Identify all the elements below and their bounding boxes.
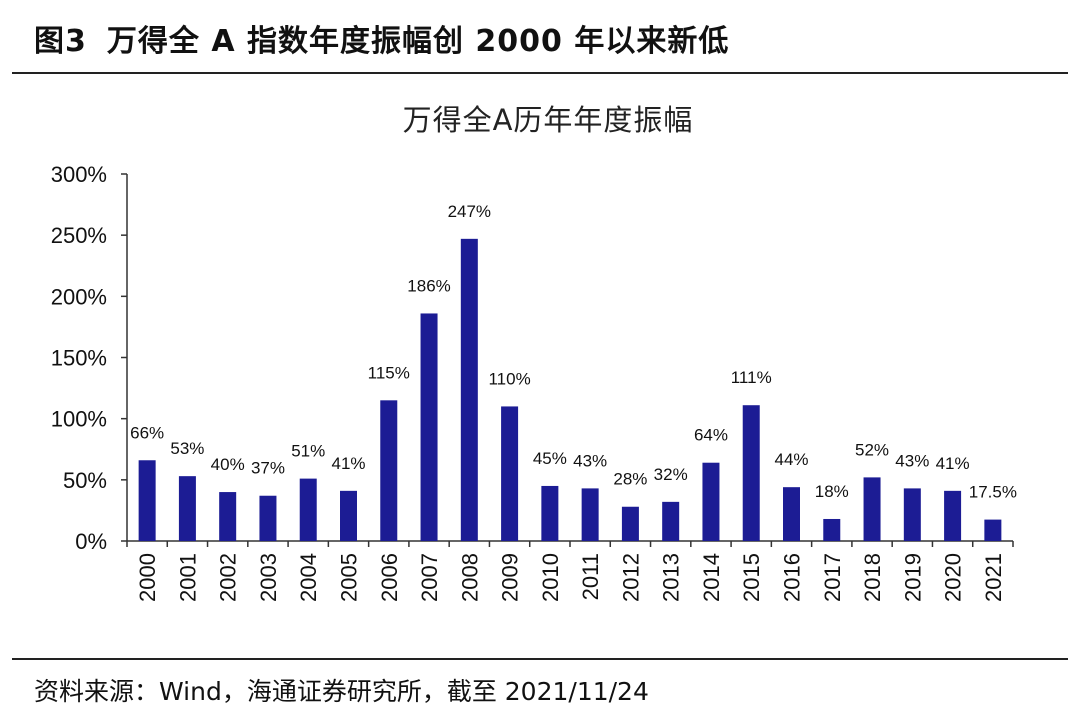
x-tick-label-2021: 2021 — [981, 553, 1006, 602]
y-axis: 0% 50% 100% 150% 200% 250% 300% — [51, 162, 128, 554]
data-label-2019: 43% — [895, 451, 929, 470]
x-tick-label-2017: 2017 — [820, 553, 845, 602]
bar-2014 — [702, 462, 720, 541]
data-label-2017: 18% — [815, 482, 849, 501]
y-tick-label: 150% — [51, 346, 107, 371]
x-tick-label-2018: 2018 — [860, 553, 885, 602]
footer-rule — [12, 658, 1068, 660]
x-tick-label-2010: 2010 — [538, 553, 563, 602]
x-tick-label-2014: 2014 — [699, 553, 724, 602]
bar-2007 — [420, 313, 438, 541]
data-label-2018: 52% — [855, 440, 889, 459]
bar-2019 — [903, 488, 921, 541]
data-label-2008: 247% — [448, 202, 491, 221]
figure-header: 图3 万得全 A 指数年度振幅创 2000 年以来新低 — [34, 16, 729, 60]
data-label-2007: 186% — [407, 276, 450, 295]
data-label-2014: 64% — [694, 426, 728, 445]
data-label-2006: 115% — [368, 363, 410, 382]
x-tick-label-2003: 2003 — [256, 553, 281, 602]
bar-2021 — [984, 519, 1002, 541]
data-label-2004: 51% — [291, 442, 325, 461]
bar-series — [138, 238, 1002, 541]
bar-2009 — [501, 406, 519, 541]
bar-2013 — [662, 501, 680, 541]
source-note: 资料来源：Wind，海通证券研究所，截至 2021/11/24 — [34, 677, 649, 706]
data-label-2001: 53% — [170, 439, 204, 458]
bar-2006 — [380, 400, 398, 541]
x-tick-label-2019: 2019 — [900, 553, 925, 602]
x-tick-label-2002: 2002 — [216, 553, 241, 602]
data-label-2021: 17.5% — [969, 483, 1017, 502]
data-label-2000: 66% — [130, 423, 164, 442]
y-tick-label: 100% — [51, 407, 107, 432]
x-tick-label-2007: 2007 — [417, 553, 442, 602]
bar-2002 — [219, 492, 237, 541]
bar-2003 — [259, 495, 277, 541]
bar-2008 — [460, 238, 478, 541]
x-tick-label-2001: 2001 — [175, 553, 200, 602]
chart-title: 万得全A历年年度振幅 — [403, 103, 694, 137]
y-tick-label: 250% — [51, 223, 107, 248]
bar-2004 — [299, 478, 317, 541]
bar-2010 — [541, 485, 559, 541]
x-tick-label-2004: 2004 — [296, 553, 321, 602]
x-tick-label-2008: 2008 — [457, 553, 482, 602]
x-tick-label-2006: 2006 — [377, 553, 402, 602]
data-label-2020: 41% — [936, 454, 970, 473]
data-label-2016: 44% — [774, 450, 808, 469]
bar-2005 — [340, 490, 357, 541]
y-tick-label: 200% — [51, 284, 107, 309]
bar-2017 — [823, 518, 841, 541]
bar-2012 — [621, 506, 639, 541]
y-tick-label: 300% — [51, 162, 107, 187]
data-label-2002: 40% — [211, 455, 245, 474]
x-tick-label-2009: 2009 — [498, 553, 523, 602]
bar-2020 — [944, 490, 962, 541]
header-rule — [12, 72, 1068, 74]
x-tick-label-2012: 2012 — [618, 553, 643, 602]
bar-2000 — [138, 460, 156, 541]
data-label-2003: 37% — [251, 459, 285, 478]
bar-2016 — [783, 487, 800, 541]
data-label-2013: 32% — [654, 465, 688, 484]
x-tick-label-2020: 2020 — [941, 553, 966, 602]
bar-2011 — [581, 488, 599, 541]
data-label-2015: 111% — [731, 368, 772, 387]
figure-number: 图3 — [34, 24, 87, 59]
data-label-2011: 43% — [573, 451, 607, 470]
data-labels: 66% 53% 40% 37% 51% 41% 115% 186% 247% 110% 45% 43%… — [130, 202, 1017, 502]
x-tick-label-2016: 2016 — [780, 553, 805, 602]
x-tick-label-2013: 2013 — [659, 553, 684, 602]
bar-2018 — [863, 477, 881, 541]
data-label-2012: 28% — [613, 470, 647, 489]
y-tick-label: 0% — [75, 529, 107, 554]
y-tick-label: 50% — [63, 468, 107, 493]
bar-2001 — [178, 476, 196, 541]
data-label-2010: 45% — [533, 449, 567, 468]
data-label-2005: 41% — [331, 454, 365, 473]
x-tick-label-2000: 2000 — [135, 553, 160, 602]
figure-title: 万得全 A 指数年度振幅创 2000 年以来新低 — [106, 24, 730, 59]
bar-2015 — [742, 405, 760, 541]
data-label-2009: 110% — [488, 369, 530, 388]
x-tick-label-2005: 2005 — [337, 553, 362, 602]
x-axis: 2000 2001 2002 2003 2004 2005 2006 2007 2008 2009… — [126, 540, 1014, 602]
x-tick-label-2011: 2011 — [578, 553, 603, 600]
x-tick-label-2015: 2015 — [739, 553, 764, 602]
